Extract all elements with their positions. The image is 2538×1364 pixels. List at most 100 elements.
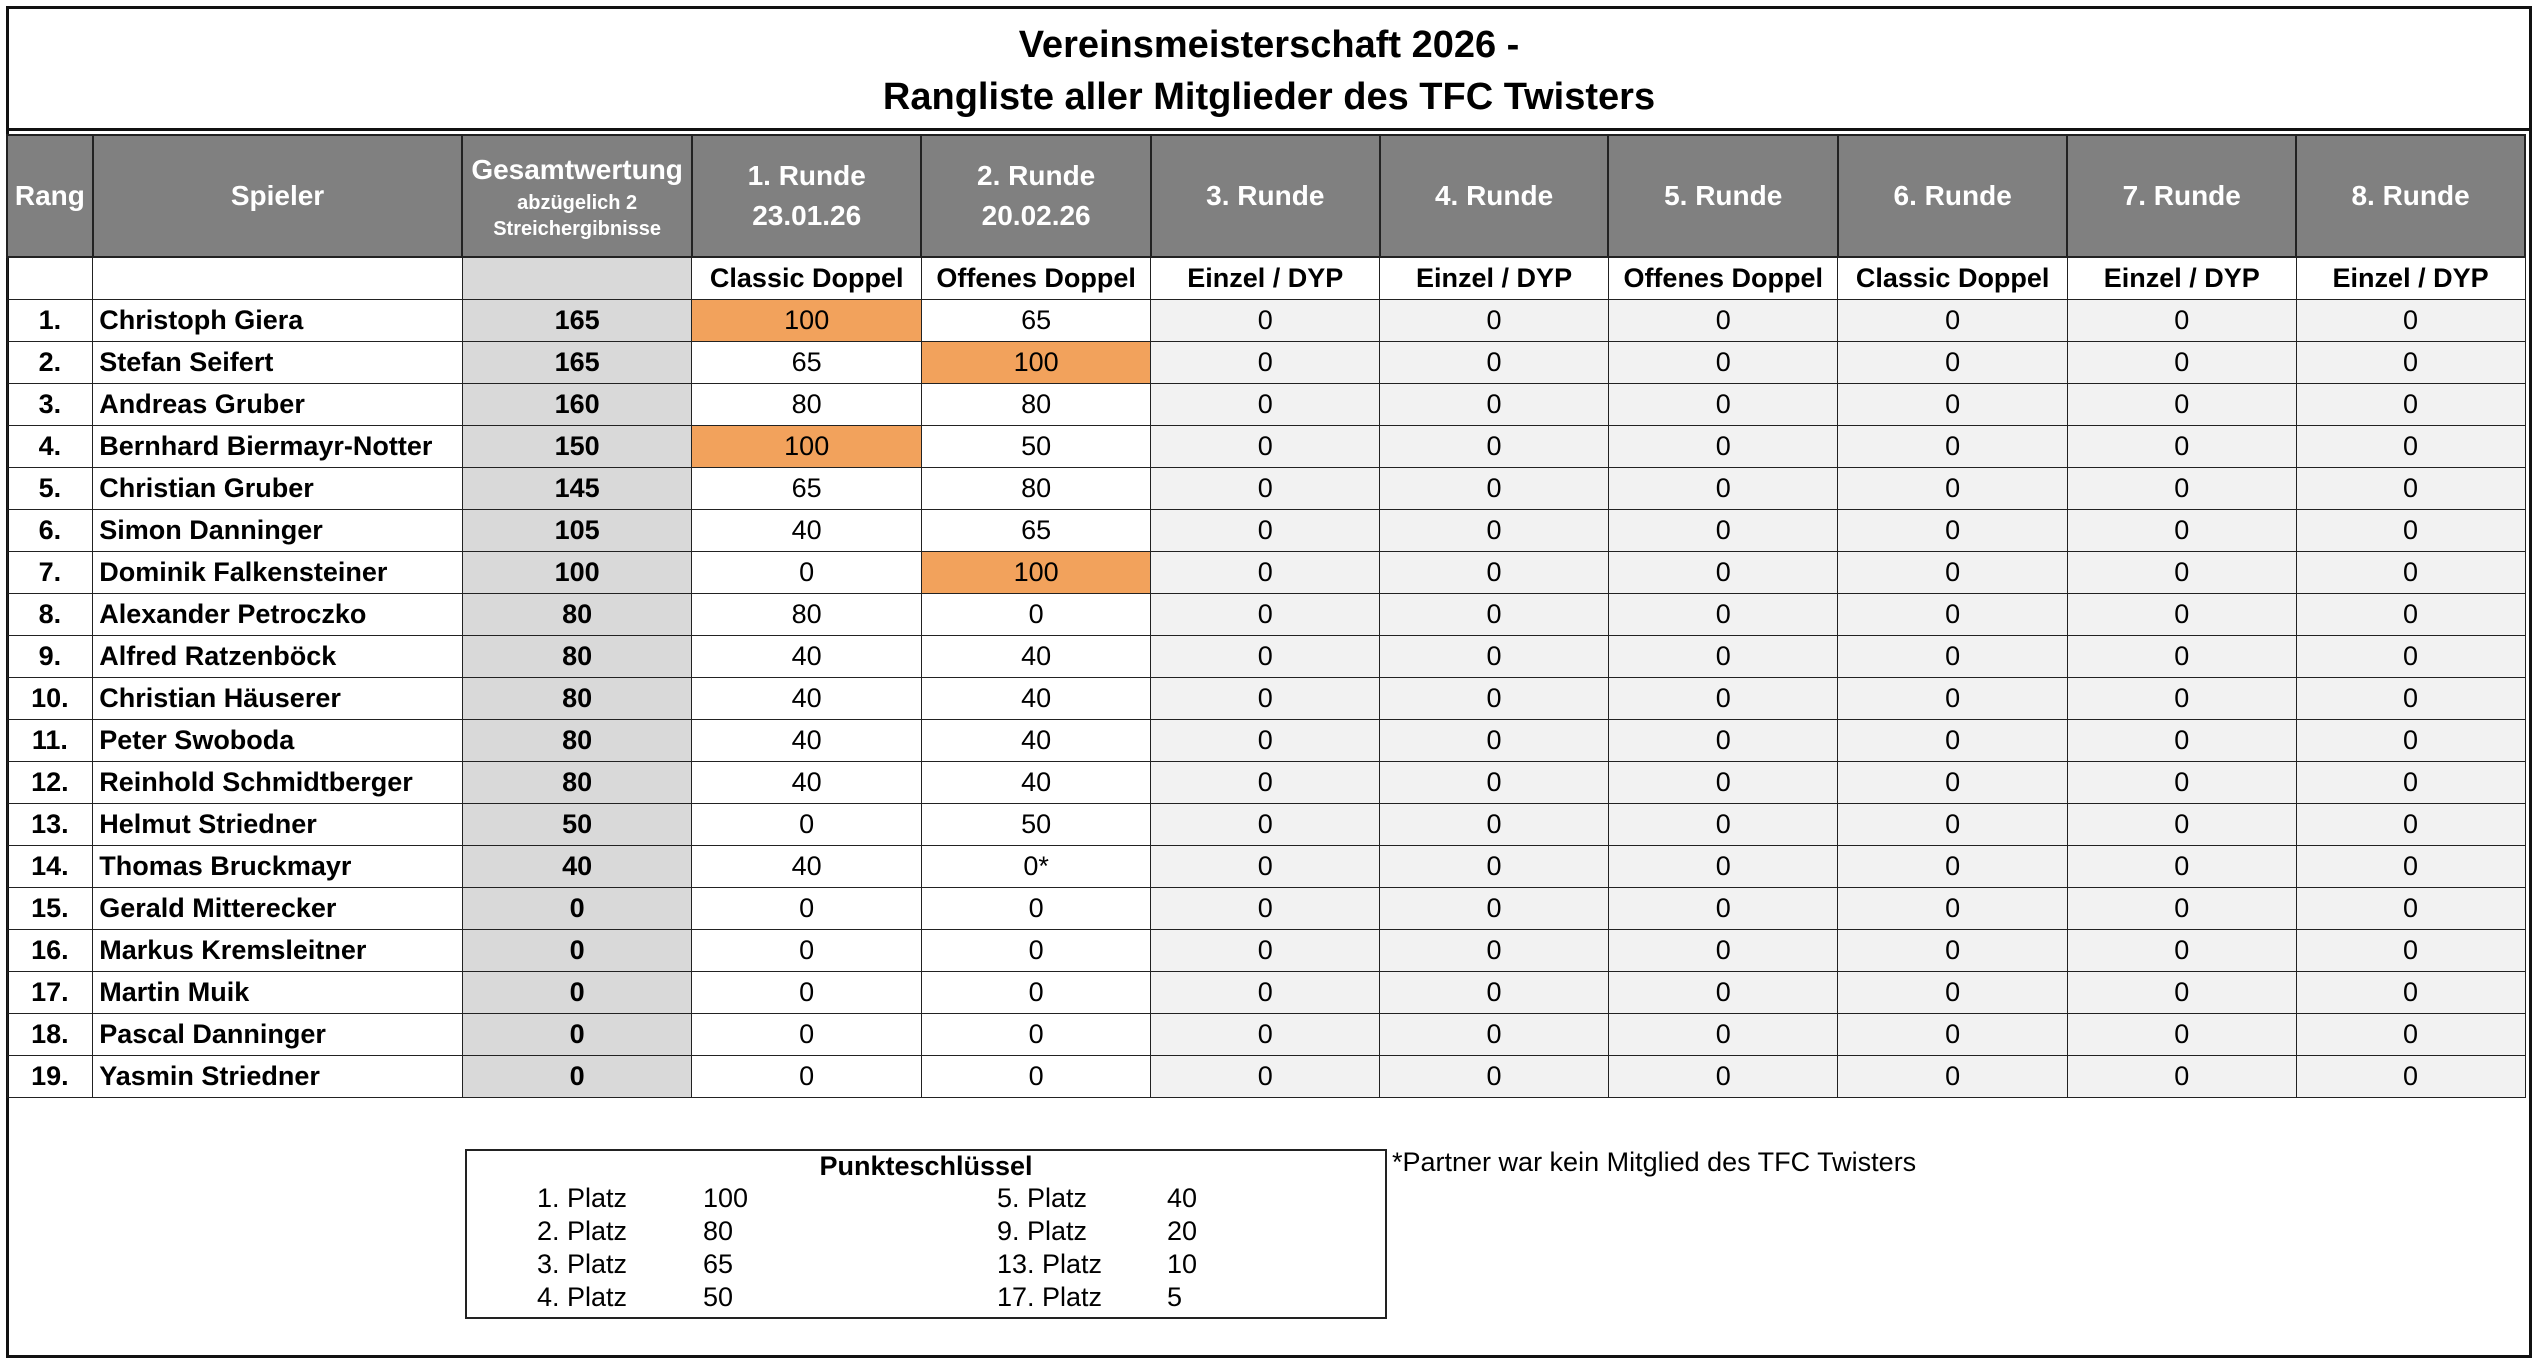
data-row: 8. Alexander Petroczko 80 80 0 0 0 0 0 0 0: [6, 593, 2526, 636]
score-cell: 0: [1837, 845, 2068, 888]
key-place: 1. Platz: [537, 1183, 628, 1213]
score-cell: 0: [1607, 341, 1839, 384]
key-points: 65: [703, 1249, 734, 1279]
score-cell: 0: [1379, 971, 1609, 1014]
score-cell: 0: [2066, 803, 2297, 846]
header-text: Gesamtwertung: [471, 154, 683, 185]
rank-cell: 5.: [6, 467, 94, 510]
score-cell: 0: [2066, 593, 2297, 636]
score-cell: 0: [1607, 299, 1839, 342]
name-cell: Christoph Giera: [92, 299, 463, 342]
score-cell: 0: [2295, 593, 2526, 636]
rank-cell: 9.: [6, 635, 94, 678]
score-cell: 0: [1837, 929, 2068, 972]
data-row: 7. Dominik Falkensteiner 100 0 100 0 0 0 0 0 0: [6, 551, 2526, 594]
score-cell: 0: [920, 593, 1152, 636]
total-cell: 80: [461, 719, 693, 762]
score-cell: 0: [2066, 509, 2297, 552]
score-cell: 0: [1607, 509, 1839, 552]
score-cell: 0: [2066, 719, 2297, 762]
score-cell: 0: [2295, 929, 2526, 972]
score-cell: 0: [920, 887, 1152, 930]
name-cell: Andreas Gruber: [92, 383, 463, 426]
rank-cell: 19.: [6, 1055, 94, 1098]
rank-cell: 10.: [6, 677, 94, 720]
name-cell: Yasmin Striedner: [92, 1055, 463, 1098]
score-cell: 0: [1837, 467, 2068, 510]
header-row: Rang Spieler Gesamtwertung abzügelich 2 Str…: [6, 134, 2526, 258]
score-cell: 0: [1379, 677, 1609, 720]
name-cell: Dominik Falkensteiner: [92, 551, 463, 594]
rank-cell: 11.: [6, 719, 94, 762]
score-cell: 0: [2295, 1013, 2526, 1056]
header-cell: 3. Runde: [1149, 134, 1381, 258]
score-cell: 80: [691, 593, 922, 636]
score-cell: 0: [691, 1013, 922, 1056]
name-cell: Stefan Seifert: [92, 341, 463, 384]
data-row: 3. Andreas Gruber 160 80 80 0 0 0 0 0 0: [6, 383, 2526, 426]
score-cell: 100: [691, 425, 922, 468]
score-cell: 0: [1379, 761, 1609, 804]
data-row: 11. Peter Swoboda 80 40 40 0 0 0 0 0 0: [6, 719, 2526, 762]
score-cell: 0: [1837, 1013, 2068, 1056]
round-name: 3. Runde: [1206, 180, 1325, 211]
key-place: 13. Platz: [997, 1249, 1103, 1279]
score-cell: 0: [1150, 887, 1381, 930]
total-cell: 50: [461, 803, 693, 846]
score-cell: 0: [2066, 1055, 2297, 1098]
key-points: 5: [1167, 1282, 1183, 1312]
header-cell: Spieler: [91, 134, 464, 258]
data-row: 4. Bernhard Biermayr-Notter 150 100 50 0 0 0 0 0 0: [6, 425, 2526, 468]
score-cell: 0: [1379, 1013, 1609, 1056]
header-cell: Rang: [6, 134, 94, 258]
score-cell: 0: [1150, 383, 1381, 426]
total-cell: 80: [461, 677, 693, 720]
score-cell: 0: [2066, 971, 2297, 1014]
score-cell: 0: [1607, 887, 1839, 930]
round-name: 4. Runde: [1434, 180, 1554, 211]
score-cell: 0: [2295, 887, 2526, 930]
score-cell: 0: [1607, 467, 1839, 510]
score-cell: 0: [1607, 719, 1839, 762]
score-cell: 0: [2066, 845, 2297, 888]
score-cell: 0: [1607, 593, 1839, 636]
score-cell: 0: [1150, 551, 1381, 594]
round-name: 5. Runde: [1664, 180, 1783, 211]
round-name: 8. Runde: [2351, 180, 2470, 211]
score-cell: 0: [1379, 845, 1609, 888]
title-line: Vereinsmeisterschaft 2026 -: [1018, 24, 1520, 66]
key-points: 20: [1167, 1216, 1198, 1246]
score-cell: 0: [691, 1055, 922, 1098]
round-mode: Einzel / DYP: [2295, 256, 2526, 300]
score-cell: 0: [1379, 383, 1609, 426]
name-cell: Christian Häuserer: [92, 677, 463, 720]
header-cell: 4. Runde: [1378, 134, 1610, 258]
score-cell: 0: [2066, 929, 2297, 972]
header-cell: 7. Runde: [2066, 134, 2298, 258]
total-cell: 160: [461, 383, 693, 426]
rank-cell: 14.: [6, 845, 94, 888]
total-cell: 150: [461, 425, 693, 468]
score-cell: 40: [920, 635, 1152, 678]
score-cell: 65: [920, 509, 1152, 552]
score-cell: 0: [1379, 509, 1609, 552]
score-cell: 0: [1150, 1055, 1381, 1098]
score-cell: 0: [1607, 677, 1839, 720]
score-cell: 0: [2066, 1013, 2297, 1056]
score-cell: 40: [920, 719, 1152, 762]
rank-cell: 18.: [6, 1013, 94, 1056]
round-mode: Einzel / DYP: [2066, 256, 2297, 300]
score-cell: 0: [1837, 509, 2068, 552]
footnote: *Partner war kein Mitglied des TFC Twist…: [1392, 1147, 1917, 1177]
score-cell: 40: [920, 677, 1152, 720]
name-cell: Helmut Striedner: [92, 803, 463, 846]
total-cell: 0: [461, 887, 693, 930]
name-cell: Reinhold Schmidtberger: [92, 761, 463, 804]
score-cell: 40: [691, 509, 922, 552]
rank-cell: 1.: [6, 299, 94, 342]
data-row: 18. Pascal Danninger 0 0 0 0 0 0 0 0 0: [6, 1013, 2526, 1056]
score-cell: 0: [920, 1013, 1152, 1056]
data-row: 5. Christian Gruber 145 65 80 0 0 0 0 0 0: [6, 467, 2526, 510]
total-cell: 0: [461, 929, 693, 972]
score-cell: 0: [2295, 551, 2526, 594]
